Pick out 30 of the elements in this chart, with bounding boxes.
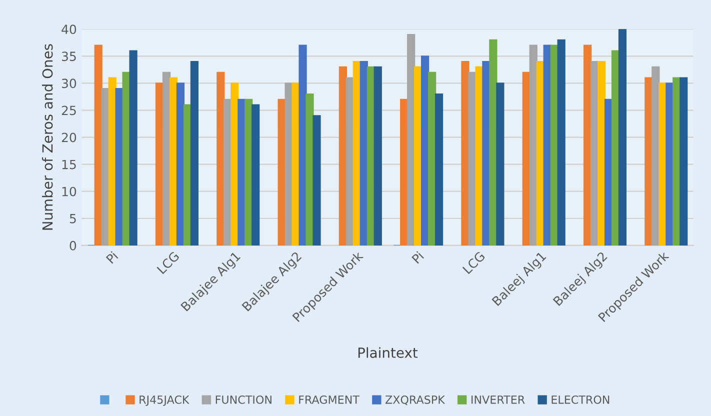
legend-label: ELECTRON bbox=[552, 395, 610, 404]
bar bbox=[680, 77, 688, 246]
y-tick-label: 40 bbox=[62, 24, 76, 34]
legend-label: INVERTER bbox=[472, 396, 525, 404]
bar bbox=[312, 115, 321, 246]
x-axis-title: Plaintext bbox=[358, 347, 418, 358]
bar bbox=[434, 93, 444, 246]
y-tick-label: 10 bbox=[62, 186, 76, 196]
y-axis-title: Number of Zeros and Ones bbox=[42, 44, 53, 230]
bar bbox=[298, 44, 307, 246]
y-tick-label: 25 bbox=[62, 106, 76, 116]
y-tick-label: 15 bbox=[62, 160, 76, 170]
y-tick-label: 0 bbox=[70, 240, 76, 250]
legend-label: RJ45JACK bbox=[140, 395, 190, 406]
legend-label: FRAGMENT bbox=[299, 395, 360, 404]
y-tick-label: 5 bbox=[70, 214, 76, 224]
bar bbox=[374, 66, 382, 246]
legend-label: ZXQRASPK bbox=[386, 395, 446, 406]
x-tick-label: Pi bbox=[106, 251, 118, 264]
bar bbox=[618, 29, 627, 246]
y-tick-label: 30 bbox=[62, 78, 76, 88]
bar bbox=[557, 39, 566, 246]
legend-label: FUNCTION bbox=[216, 395, 272, 404]
bar bbox=[129, 50, 138, 246]
y-tick-label: 20 bbox=[62, 132, 76, 142]
bar bbox=[190, 61, 198, 246]
bar bbox=[496, 82, 504, 246]
x-tick-label: Pi bbox=[411, 251, 424, 264]
y-tick-label: 35 bbox=[62, 52, 76, 62]
bar bbox=[252, 104, 260, 246]
